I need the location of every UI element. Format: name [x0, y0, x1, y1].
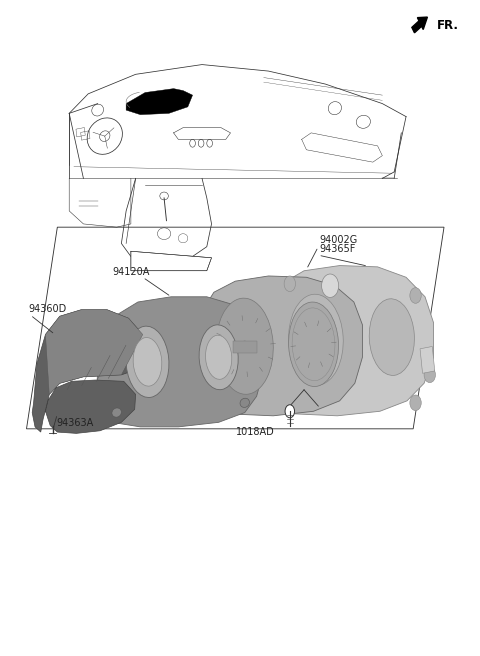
Bar: [233, 341, 257, 353]
Text: 94002G: 94002G: [320, 235, 358, 245]
Circle shape: [285, 405, 295, 418]
Polygon shape: [131, 251, 212, 271]
Polygon shape: [126, 89, 192, 115]
Bar: [76, 127, 85, 137]
Polygon shape: [190, 276, 362, 416]
Text: 94363A: 94363A: [56, 418, 93, 428]
Circle shape: [410, 395, 421, 411]
Circle shape: [424, 367, 435, 382]
Ellipse shape: [240, 398, 250, 407]
Bar: [81, 131, 90, 140]
Text: 1018AD: 1018AD: [236, 427, 275, 437]
Circle shape: [410, 288, 421, 303]
Circle shape: [322, 274, 339, 297]
Polygon shape: [32, 310, 147, 434]
Ellipse shape: [369, 298, 414, 375]
Ellipse shape: [126, 326, 169, 398]
Ellipse shape: [216, 298, 273, 394]
Ellipse shape: [205, 335, 232, 379]
FancyArrow shape: [412, 17, 427, 33]
Circle shape: [241, 341, 249, 352]
Polygon shape: [46, 310, 143, 394]
Circle shape: [284, 276, 296, 291]
Polygon shape: [96, 297, 263, 427]
Bar: [420, 346, 435, 373]
Text: 94360D: 94360D: [29, 304, 67, 314]
Ellipse shape: [107, 317, 117, 326]
Polygon shape: [259, 266, 433, 416]
Ellipse shape: [133, 338, 162, 386]
Ellipse shape: [199, 325, 238, 390]
Ellipse shape: [112, 408, 121, 417]
Text: 94365F: 94365F: [320, 244, 356, 254]
Text: FR.: FR.: [437, 19, 459, 32]
Ellipse shape: [288, 302, 338, 386]
Text: 94120A: 94120A: [112, 267, 149, 277]
Ellipse shape: [288, 295, 343, 385]
